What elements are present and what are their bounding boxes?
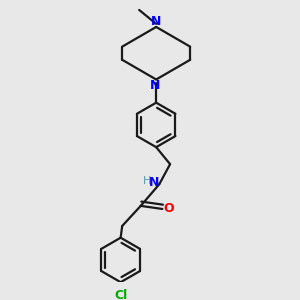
Text: O: O <box>164 202 175 214</box>
Text: N: N <box>151 15 161 28</box>
Text: H: H <box>143 176 151 185</box>
Text: N: N <box>149 79 160 92</box>
Text: N: N <box>148 176 159 189</box>
Text: Cl: Cl <box>114 289 127 300</box>
